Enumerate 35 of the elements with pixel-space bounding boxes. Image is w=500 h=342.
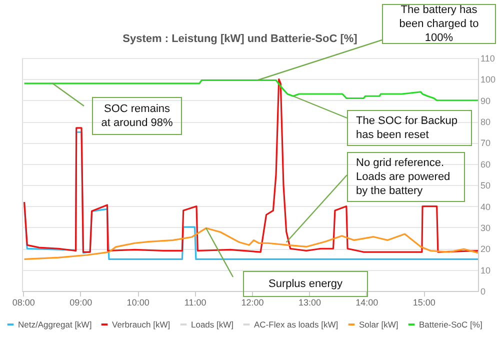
y-tick-label: 20	[480, 244, 491, 254]
chart-title: System : Leistung [kW] und Batterie-SoC [%]	[122, 33, 358, 45]
y-tick-label: 50	[480, 180, 491, 191]
annotation: Surplus energy	[268, 277, 342, 291]
legend-label: Verbrauch [kW]	[112, 320, 170, 330]
legend-label: Loads [kW]	[191, 320, 234, 330]
y-tick-label: 80	[480, 117, 491, 128]
legend-label: AC-Flex as loads [kW]	[254, 320, 338, 330]
x-tick-label: 13:00	[298, 298, 321, 308]
y-tick-label: 40	[480, 202, 491, 212]
x-tick-label: 10:00	[126, 298, 150, 308]
y-tick-label: 30	[480, 222, 491, 233]
legend-label: Solar [kW]	[359, 320, 398, 330]
text: The battery has been charged to 100%	[398, 3, 480, 45]
annotation: SOC remains at around 98%	[101, 102, 173, 130]
x-tick-label: 15:00	[412, 298, 436, 308]
y-tick-label: 110	[480, 54, 495, 64]
y-tick-label: 60	[480, 159, 491, 170]
y-tick-label: 10	[480, 265, 491, 276]
line-series	[23, 78, 478, 253]
y-tick-label: 0	[480, 286, 486, 296]
x-tick-label: 08:00	[12, 298, 35, 308]
legend-label: Netz/Aggregat [kW]	[18, 320, 92, 330]
annotation: The SOC for Backup has been reset	[356, 114, 458, 142]
x-tick-label: 11:00	[184, 298, 206, 308]
x-tick-label: 09:00	[70, 298, 92, 308]
line-series	[23, 79, 478, 102]
y-tick-label: 100	[480, 74, 496, 85]
legend-label: Batterie-SoC [%]	[419, 320, 482, 330]
annotation: No grid reference. Loads are powered by the battery	[356, 156, 452, 198]
x-tick-label: 12:00	[241, 298, 264, 308]
x-tick-label: 14:00	[356, 298, 378, 308]
line-series	[23, 227, 478, 260]
y-tick-label: 90	[480, 96, 491, 106]
y-tick-label: 70	[480, 138, 491, 148]
